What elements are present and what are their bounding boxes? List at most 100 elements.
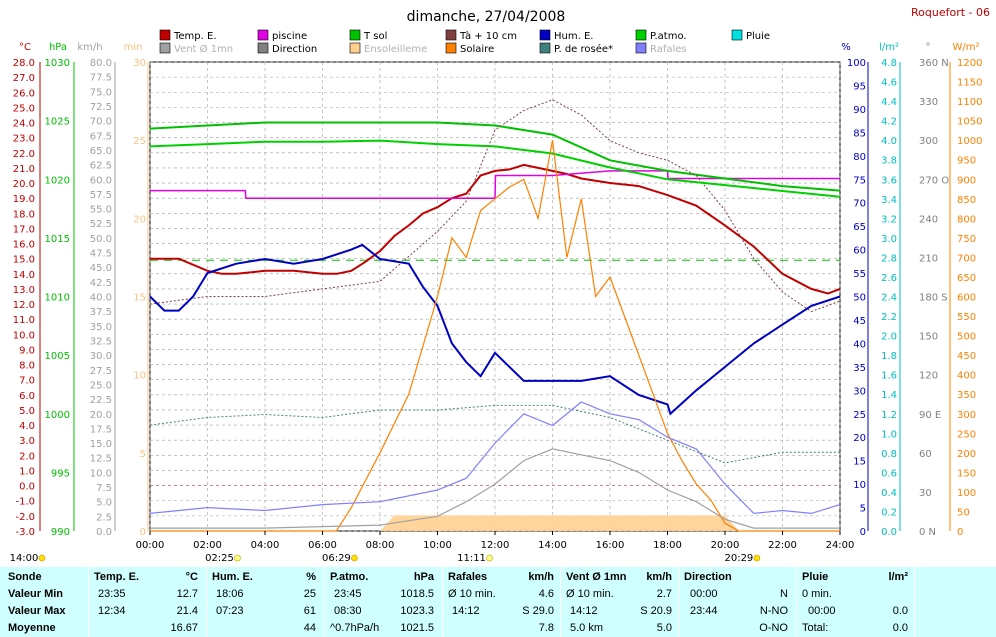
- tick-label-rain: 3.0: [881, 234, 897, 245]
- legend-swatch: [635, 29, 647, 41]
- tick-label-temp: 20.0: [13, 179, 35, 190]
- tick-label-wind: 67.5: [90, 131, 112, 142]
- tick-label-wind: 55.0: [90, 205, 112, 216]
- legend-label: T sol: [363, 31, 387, 42]
- tick-label-solar: 950: [957, 156, 976, 167]
- tick-label-wind: 57.5: [90, 190, 112, 201]
- row-label-min: Valeur Min: [8, 588, 64, 600]
- tick-label-solar: 100: [957, 488, 976, 499]
- rain-duration: 0 min.: [802, 588, 832, 600]
- tick-label-solar: 700: [957, 253, 976, 264]
- tick-label-rain: 4.6: [881, 78, 897, 89]
- axis-unit-pressure: hPa: [49, 42, 67, 53]
- col-temp: Temp. E. °C 23:35 12.7 12:34 21.4 16.67: [88, 567, 207, 637]
- tick-label-humidity: 5: [860, 504, 866, 515]
- legend-swatch: [445, 29, 457, 41]
- tick-label-pressure: 1015: [45, 234, 70, 245]
- time-label: 22:00: [768, 540, 797, 551]
- sun-event-label: 06:29: [322, 553, 351, 564]
- tick-label-humidity: 20: [853, 433, 866, 444]
- tick-label-pressure: 1030: [45, 58, 70, 69]
- time-label: 14:00: [538, 540, 567, 551]
- tick-label-solar: 650: [957, 273, 976, 284]
- tick-label-temp: 13.0: [13, 285, 35, 296]
- tick-label-rain: 0.8: [881, 449, 897, 460]
- tick-label-temp: -3.0: [15, 527, 35, 538]
- tick-label-pressure: 990: [51, 527, 70, 538]
- tick-label-rain: 4.4: [881, 97, 897, 108]
- tick-label-temp: 16.0: [13, 240, 35, 251]
- tick-label-minutes: 20: [133, 214, 146, 225]
- dir-avg-value: O-NO: [759, 622, 788, 634]
- temp-min-time: 23:35: [98, 588, 126, 600]
- tick-label-minutes: 30: [133, 58, 146, 69]
- tick-label-wind: 12.5: [90, 454, 112, 465]
- header-wind: Vent Ø 1mn: [566, 571, 627, 583]
- tick-label-wind: 50.0: [90, 234, 112, 245]
- tick-label-wind: 80.0: [90, 58, 112, 69]
- axis-unit-wind: km/h: [77, 42, 102, 53]
- tick-label-humidity: 10: [853, 480, 866, 491]
- legend-label: Pluie: [746, 31, 770, 42]
- tick-label-direction: 330: [919, 97, 938, 108]
- tick-label-wind: 72.5: [90, 102, 112, 113]
- hum-min-time: 18:06: [216, 588, 244, 600]
- series-line: [149, 121, 841, 192]
- tick-label-humidity: 35: [853, 363, 866, 374]
- tick-label-solar: 500: [957, 332, 976, 343]
- tick-label-wind: 77.5: [90, 73, 112, 84]
- temp-max-value: 21.4: [176, 605, 198, 617]
- time-label: 08:00: [366, 540, 395, 551]
- tick-label-rain: 2.0: [881, 332, 897, 343]
- tick-label-wind: 5.0: [96, 498, 112, 509]
- col-gusts: Rafales km/h Ø 10 min. 4.6 14:12 S 29.0 7.8: [442, 567, 561, 637]
- series-line: [149, 139, 841, 198]
- tick-label-wind: 30.0: [90, 351, 112, 362]
- legend-label: Solaire: [460, 44, 494, 55]
- station-name: Roquefort - 06: [911, 6, 990, 19]
- tick-label-rain: 2.6: [881, 273, 897, 284]
- tick-label-solar: 350: [957, 390, 976, 401]
- axis-unit-rain: l/m²: [879, 42, 899, 53]
- axis-unit-minutes: min: [124, 42, 143, 53]
- tick-label-solar: 1100: [957, 97, 982, 108]
- tick-label-minutes: 0: [140, 527, 146, 538]
- tick-label-solar: 800: [957, 214, 976, 225]
- patmo-min-value: 1018.5: [400, 588, 434, 600]
- tick-label-solar: 750: [957, 234, 976, 245]
- legend-label: piscine: [272, 31, 307, 42]
- tick-label-direction: 60: [919, 449, 932, 460]
- legend-label: Rafales: [650, 44, 687, 55]
- tick-label-direction: 240: [919, 214, 938, 225]
- tick-label-rain: 2.4: [881, 293, 897, 304]
- tick-label-solar: 150: [957, 468, 976, 479]
- legend-swatch: [349, 29, 361, 41]
- dir-min-value: N: [780, 588, 788, 600]
- legend-label: Temp. E.: [173, 31, 217, 42]
- tick-label-direction: 210: [919, 253, 938, 264]
- row-label-avg: Moyenne: [8, 622, 56, 634]
- dir-min-time: 00:00: [690, 588, 718, 600]
- tick-label-wind: 40.0: [90, 293, 112, 304]
- sun-event-label: 14:00: [10, 553, 39, 564]
- tick-label-minutes: 5: [140, 449, 146, 460]
- time-label: 12:00: [481, 540, 510, 551]
- legend-label: P.atmo.: [650, 31, 687, 42]
- tick-label-wind: 22.5: [90, 395, 112, 406]
- hum-max-value: 61: [303, 605, 316, 617]
- tick-label-humidity: 50: [853, 293, 866, 304]
- tick-label-temp: 9.0: [19, 345, 35, 356]
- tick-label-humidity: 90: [853, 105, 866, 116]
- tick-label-wind: 70.0: [90, 117, 112, 128]
- tick-label-temp: 11.0: [13, 315, 35, 326]
- axis-unit-direction: °: [926, 42, 931, 53]
- tick-label-wind: 25.0: [90, 380, 112, 391]
- tick-label-solar: 900: [957, 175, 976, 186]
- tick-label-pressure: 1000: [45, 410, 70, 421]
- patmo-avg-value: 1021.5: [400, 622, 434, 634]
- tick-label-rain: 4.8: [881, 58, 897, 69]
- tick-label-solar: 50: [957, 507, 970, 518]
- tick-label-wind: 37.5: [90, 307, 112, 318]
- tick-label-minutes: 10: [133, 371, 146, 382]
- tick-label-direction: 270 O: [919, 175, 949, 186]
